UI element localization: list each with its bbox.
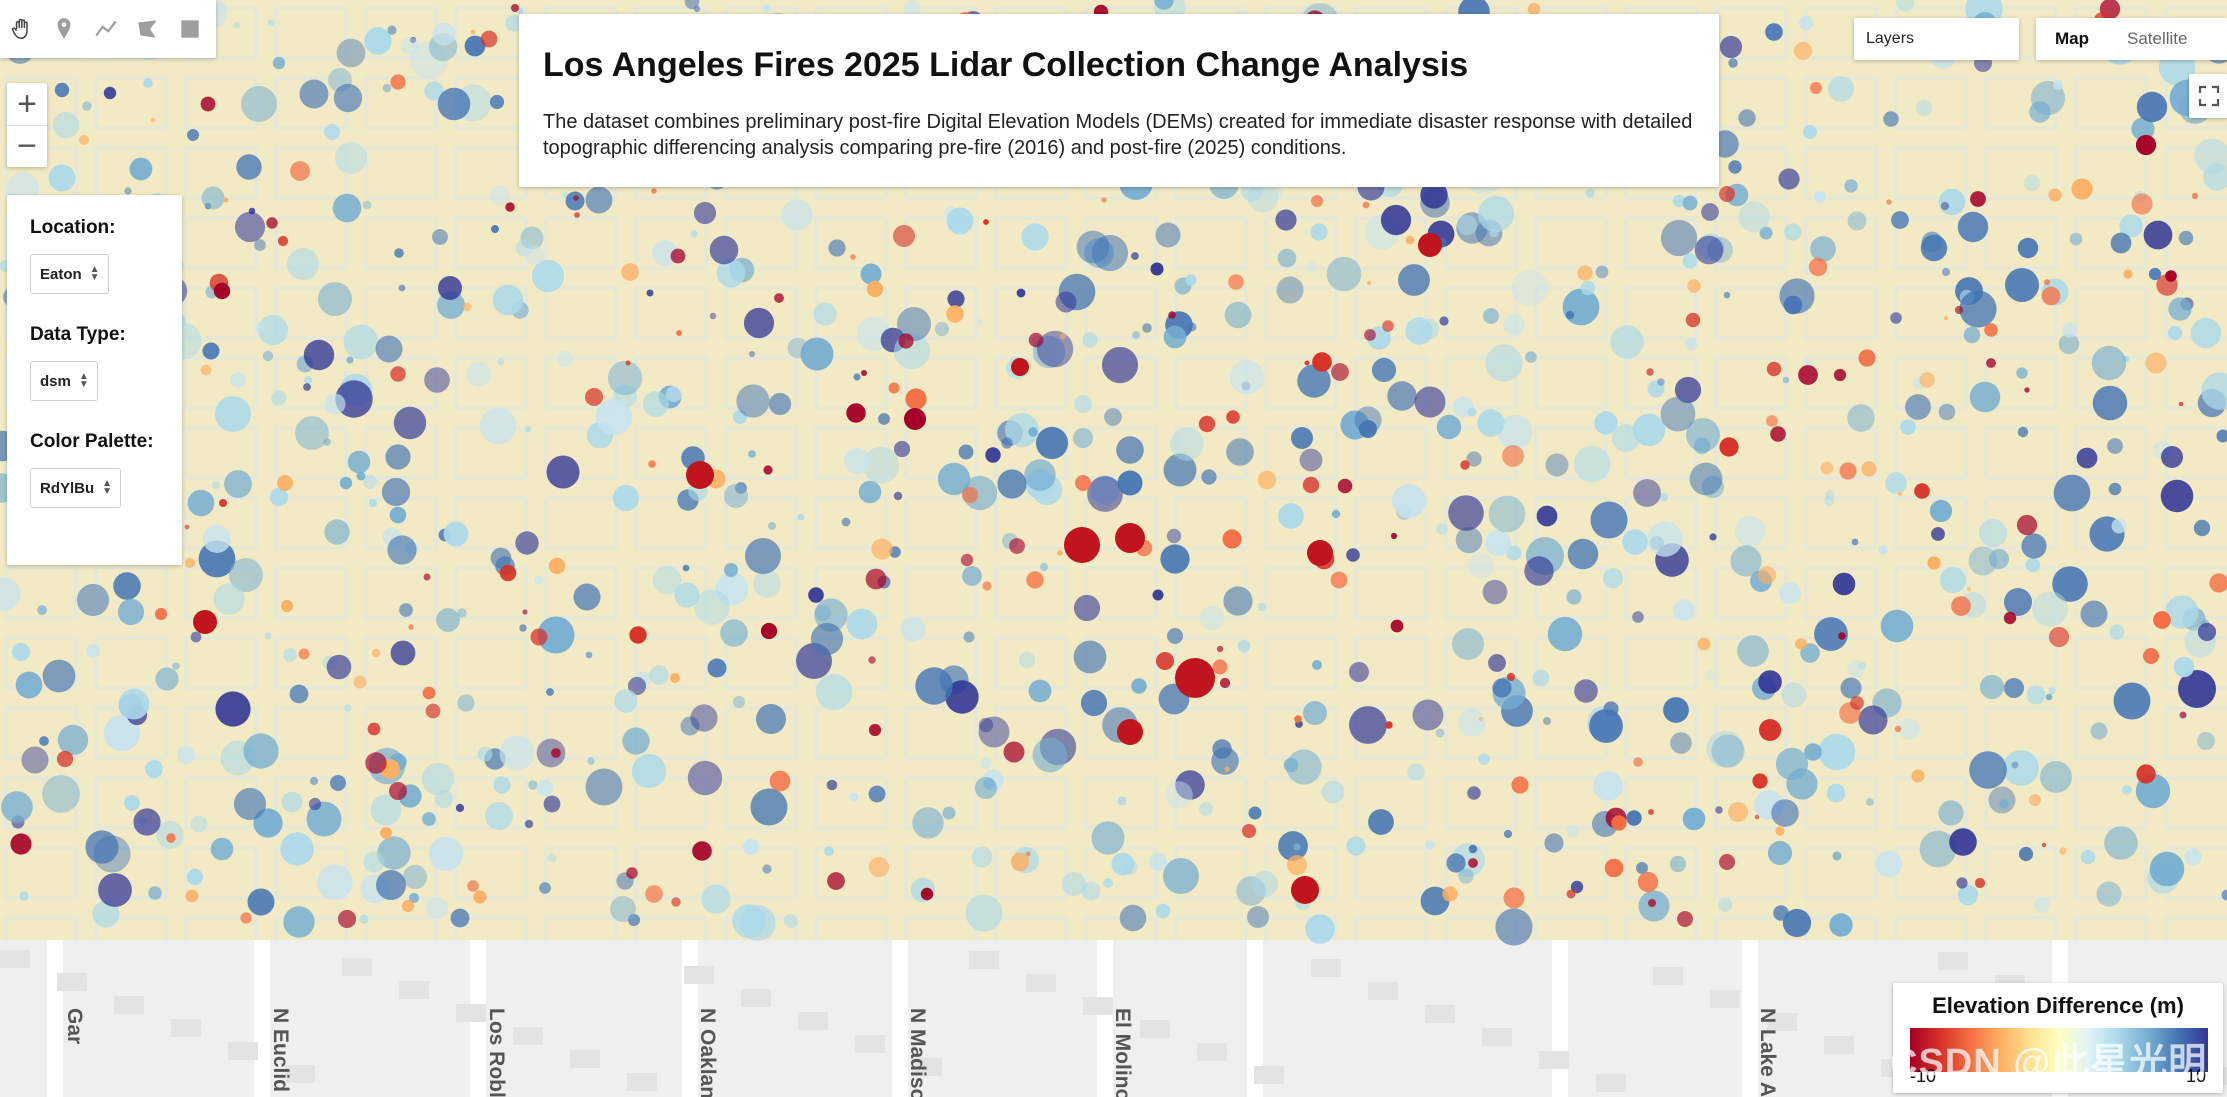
location-label: Location: [30, 217, 116, 238]
data-type-select[interactable]: dsm ▲ ▼ [30, 361, 98, 401]
color-palette-select[interactable]: RdYlBu ▲ ▼ [30, 468, 122, 508]
location-select-value: Eaton [40, 265, 82, 283]
street-label: N Euclid A [269, 1008, 292, 1097]
title-panel: Los Angeles Fires 2025 Lidar Collection … [519, 14, 1719, 187]
map-type-control: Map Satellite [2036, 18, 2227, 60]
street-label: N Madiso [906, 1008, 929, 1097]
zoom-in-button[interactable]: + [17, 84, 37, 123]
watermark: CSDN @此星光明 [1890, 1042, 2208, 1084]
select-arrows-icon: ▲ ▼ [102, 478, 113, 497]
zoom-out-button[interactable]: − [7, 125, 47, 167]
fullscreen-button[interactable] [2189, 74, 2227, 118]
select-arrows-icon: ▲ ▼ [89, 264, 100, 283]
location-select[interactable]: Eaton ▲ ▼ [30, 254, 109, 294]
select-arrows-icon: ▲ ▼ [78, 371, 89, 390]
fullscreen-icon [2198, 85, 2220, 107]
elevation-legend: Elevation Difference (m) -10 10 [1893, 983, 2223, 1093]
legend-max-label: 10 [2185, 1066, 2206, 1086]
dataset-description: The dataset combines preliminary post-fi… [543, 111, 1693, 159]
data-type-label: Data Type: [30, 324, 126, 345]
street-label: El Molino Ave [1111, 1008, 1134, 1097]
rectangle-draw-icon[interactable] [176, 15, 204, 43]
color-palette-label: Color Palette: [30, 431, 154, 452]
point-marker-icon[interactable] [50, 15, 78, 43]
legend-min-label: -10 [1910, 1066, 1937, 1086]
drawing-toolbar [0, 0, 216, 58]
polygon-draw-icon[interactable] [134, 15, 162, 43]
pan-hand-icon[interactable] [8, 15, 36, 43]
page-title: Los Angeles Fires 2025 Lidar Collection … [543, 46, 1469, 84]
data-type-select-value: dsm [40, 372, 71, 390]
zoom-control: + − [7, 83, 47, 167]
map-type-map-button[interactable]: Map [2055, 29, 2089, 48]
legend-title: Elevation Difference (m) [1932, 993, 2184, 1018]
street-label: Gar [63, 1008, 86, 1045]
control-panel: Location: Eaton ▲ ▼ Data Type: dsm ▲ ▼ Col… [7, 195, 182, 565]
layers-button[interactable]: Layers [1854, 18, 2019, 60]
legend-color-ramp [1910, 1028, 2208, 1072]
street-label: Los Robles [485, 1008, 508, 1097]
street-label: N Lake A [1756, 1008, 1779, 1097]
line-draw-icon[interactable] [92, 15, 120, 43]
color-palette-select-value: RdYlBu [40, 479, 95, 497]
map-type-satellite-button[interactable]: Satellite [2127, 29, 2188, 48]
street-label: N Oaklan [696, 1008, 719, 1097]
